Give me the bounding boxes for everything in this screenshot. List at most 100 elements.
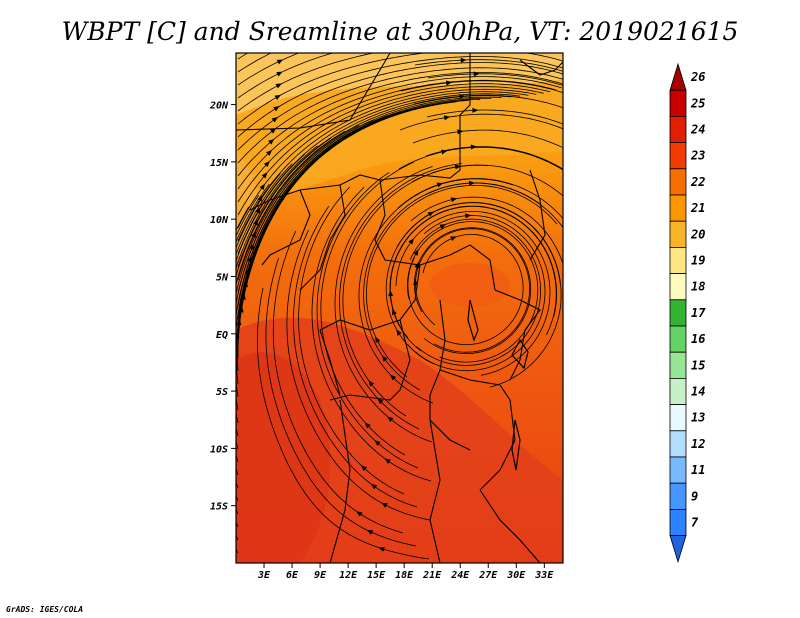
lat-label: 15N [210, 158, 229, 169]
streamline [320, 161, 414, 456]
colorbar-swatch [669, 273, 687, 301]
streamline-arrowhead [277, 47, 283, 52]
streamline [286, 229, 431, 521]
streamline-arrowhead [450, 236, 457, 242]
streamline-arrowhead [445, 80, 453, 86]
lat-label: 10S [210, 444, 228, 455]
streamline [410, 196, 563, 266]
colorbar-swatch [669, 351, 687, 379]
colorbar-label: 17 [691, 306, 706, 320]
streamline-arrowhead [390, 374, 397, 381]
map-panel: 3E 6E 9E 12E 15E 18E 21E 24E 27E 30E 33E 20N 15N 10N… [209, 47, 564, 581]
streamline [415, 228, 531, 353]
streamline-arrowhead [396, 329, 402, 336]
streamline-arrowhead [257, 195, 263, 202]
streamline [237, 53, 272, 73]
colorbar-label: 25 [690, 96, 705, 110]
colorbar-swatch [669, 325, 687, 353]
streamline-arrowhead [253, 219, 259, 226]
streamline [237, 93, 521, 268]
streamline [237, 53, 300, 86]
colorbar-swatch [669, 508, 687, 536]
colorbar-label: 9 [691, 489, 698, 503]
streamline [236, 105, 431, 372]
lakes [467, 299, 529, 471]
streamline [334, 166, 433, 443]
colorbar-bottom-arrow [669, 535, 687, 564]
lat-label: 5S [216, 387, 228, 398]
lon-label: 27E [478, 570, 498, 581]
streamline-arrowhead [261, 172, 268, 179]
colorbar-swatch [669, 89, 687, 117]
streamline-arrowhead [226, 398, 231, 404]
streamline-layer [222, 47, 563, 560]
streamline [237, 53, 563, 125]
colorbar-swatch [669, 142, 687, 170]
colorbar-label: 24 [690, 123, 705, 137]
colorbar-swatch [669, 246, 687, 274]
lat-label: EQ [216, 330, 228, 341]
colorbar-label: 23 [690, 149, 705, 163]
streamline-arrowhead [370, 483, 378, 490]
colorbar-label: 18 [691, 280, 705, 294]
colorbar-swatch [669, 456, 687, 484]
streamline-arrowhead [384, 458, 391, 464]
streamline [427, 73, 563, 86]
streamline [237, 86, 544, 229]
colorbar-label: 13 [691, 411, 705, 425]
streamline [237, 79, 557, 203]
streamline [398, 146, 563, 171]
streamline-arrowhead [259, 183, 266, 191]
axis-ticks [231, 104, 545, 568]
lon-label: 21E [422, 570, 442, 581]
streamline-arrowhead [356, 511, 363, 517]
streamline [389, 205, 557, 352]
warm-blob-east [430, 263, 510, 307]
streamline-arrowhead [275, 83, 282, 89]
colorbar-label: 26 [690, 70, 705, 84]
colorbar-label: 7 [691, 516, 699, 530]
colorbar: 26 25 24 23 22 21 20 19 18 17 16 15 14 13 12 11 9 7 [669, 62, 706, 564]
streamline-arrowhead [381, 355, 388, 362]
colorbar-swatch [669, 482, 687, 510]
streamline [237, 76, 562, 190]
lon-label: 18E [395, 570, 414, 581]
streamline-arrowhead [229, 372, 234, 378]
streamline-arrowhead [222, 464, 227, 470]
streamline-arrowhead [224, 425, 229, 431]
streamline-arrowhead [460, 57, 467, 63]
streamline [237, 88, 537, 242]
streamline-arrowhead [255, 207, 261, 214]
streamline-arrowhead [450, 197, 458, 203]
streamline [426, 109, 563, 125]
streamline [339, 163, 462, 430]
streamline [236, 114, 389, 411]
streamline [237, 83, 551, 216]
streamline [265, 257, 417, 547]
streamline-arrowhead [360, 465, 368, 472]
country-borders [236, 53, 563, 563]
lat-label: 15S [210, 502, 228, 513]
streamline [412, 129, 563, 149]
streamline [237, 56, 563, 138]
streamline [236, 173, 281, 515]
colorbar-label: 15 [691, 358, 705, 372]
streamline [237, 62, 563, 151]
streamline-arrowhead [236, 332, 240, 339]
lon-label: 12E [339, 570, 358, 581]
streamline [363, 182, 540, 391]
streamline [236, 107, 417, 385]
lon-label: 6E [286, 570, 299, 581]
colorbar-swatch [669, 168, 687, 196]
streamline [342, 164, 489, 417]
streamline-arrowhead [268, 138, 275, 145]
streamline-arrowhead [381, 502, 388, 508]
colorbar-label: 22 [690, 175, 705, 189]
streamline [236, 145, 318, 476]
colorbar-label: 19 [691, 254, 705, 268]
streamline-arrowhead [368, 380, 375, 387]
lon-label: 33E [534, 570, 554, 581]
streamline-arrowhead [374, 440, 381, 446]
streamline [237, 53, 334, 99]
